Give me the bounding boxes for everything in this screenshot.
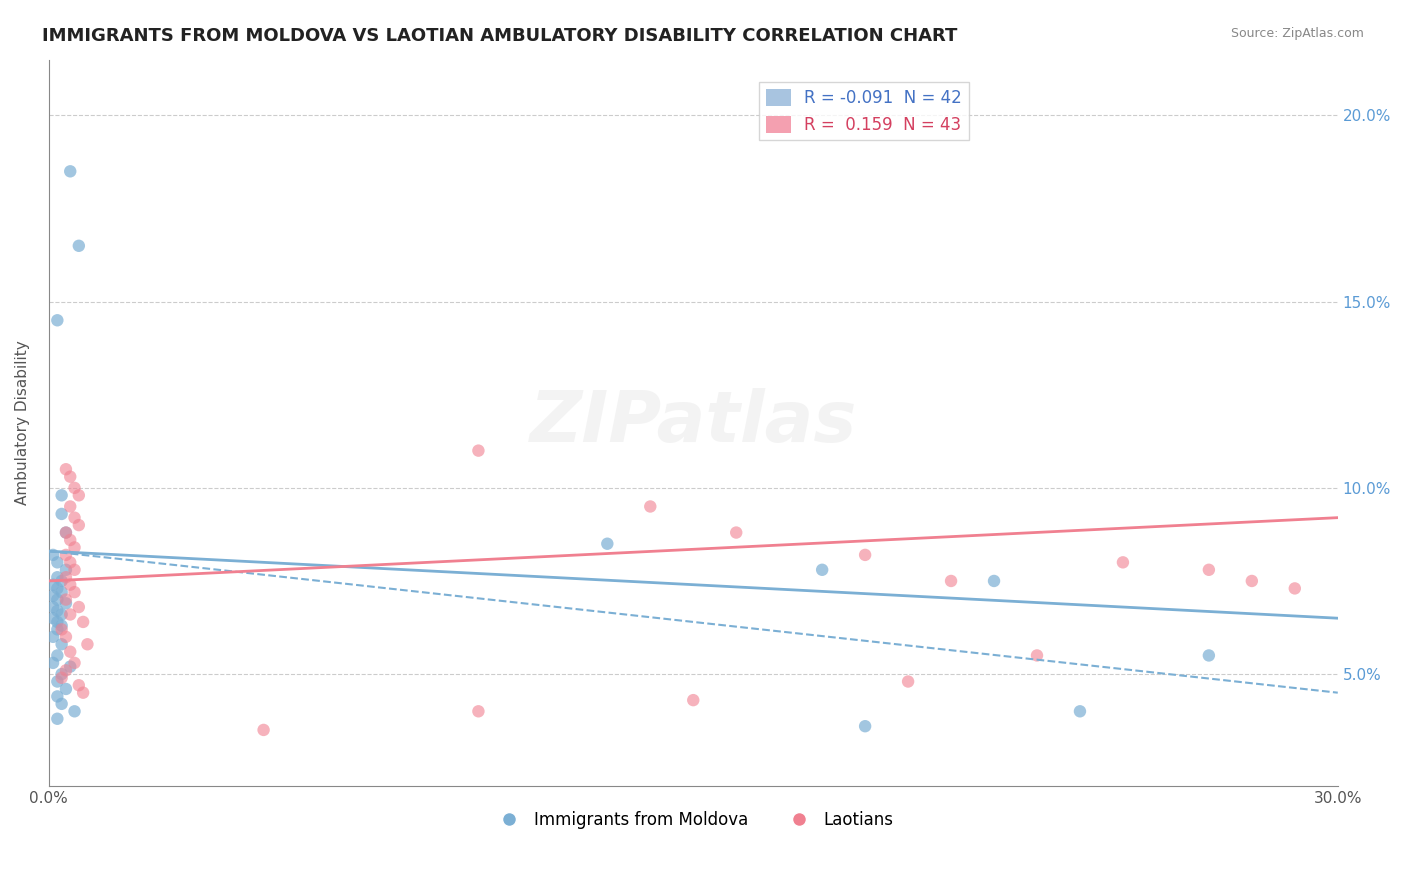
Point bbox=[59, 533, 82, 547]
Text: IMMIGRANTS FROM MOLDOVA VS LAOTIAN AMBULATORY DISABILITY CORRELATION CHART: IMMIGRANTS FROM MOLDOVA VS LAOTIAN AMBUL… bbox=[42, 27, 957, 45]
Point bbox=[46, 592, 69, 607]
Point bbox=[59, 607, 82, 622]
Point bbox=[51, 671, 73, 685]
Point bbox=[55, 570, 77, 584]
Point bbox=[51, 574, 73, 588]
Text: Source: ZipAtlas.com: Source: ZipAtlas.com bbox=[1230, 27, 1364, 40]
Point bbox=[939, 574, 962, 588]
Point bbox=[59, 577, 82, 591]
Point bbox=[467, 704, 489, 718]
Point bbox=[42, 656, 65, 670]
Point bbox=[1284, 582, 1306, 596]
Point bbox=[46, 615, 69, 629]
Point bbox=[51, 623, 73, 637]
Point bbox=[51, 618, 73, 632]
Point bbox=[42, 630, 65, 644]
Point bbox=[1240, 574, 1263, 588]
Point bbox=[811, 563, 834, 577]
Point bbox=[51, 637, 73, 651]
Point bbox=[725, 525, 748, 540]
Point bbox=[76, 637, 98, 651]
Point bbox=[59, 555, 82, 569]
Point bbox=[42, 577, 65, 591]
Point bbox=[897, 674, 920, 689]
Point bbox=[42, 611, 65, 625]
Point bbox=[59, 500, 82, 514]
Point bbox=[1026, 648, 1049, 663]
Point bbox=[59, 164, 82, 178]
Point bbox=[63, 510, 86, 524]
Point bbox=[67, 518, 90, 533]
Point bbox=[63, 563, 86, 577]
Point bbox=[46, 570, 69, 584]
Point bbox=[67, 488, 90, 502]
Point bbox=[1069, 704, 1091, 718]
Point bbox=[67, 600, 90, 615]
Point bbox=[46, 582, 69, 596]
Point bbox=[51, 667, 73, 681]
Point bbox=[682, 693, 704, 707]
Point bbox=[67, 678, 90, 692]
Point bbox=[55, 681, 77, 696]
Point bbox=[51, 507, 73, 521]
Point bbox=[46, 712, 69, 726]
Point bbox=[51, 697, 73, 711]
Point bbox=[55, 548, 77, 562]
Point bbox=[63, 704, 86, 718]
Y-axis label: Ambulatory Disability: Ambulatory Disability bbox=[15, 341, 30, 505]
Point bbox=[59, 469, 82, 483]
Point bbox=[46, 648, 69, 663]
Point bbox=[1112, 555, 1135, 569]
Point bbox=[42, 600, 65, 615]
Point bbox=[1198, 563, 1220, 577]
Point bbox=[51, 607, 73, 622]
Point bbox=[55, 664, 77, 678]
Point bbox=[983, 574, 1005, 588]
Point bbox=[46, 604, 69, 618]
Point bbox=[467, 443, 489, 458]
Point bbox=[55, 563, 77, 577]
Point bbox=[1198, 648, 1220, 663]
Point bbox=[63, 656, 86, 670]
Point bbox=[55, 592, 77, 607]
Point bbox=[42, 589, 65, 603]
Point bbox=[63, 585, 86, 599]
Point bbox=[640, 500, 662, 514]
Point bbox=[59, 659, 82, 673]
Point bbox=[55, 596, 77, 610]
Point bbox=[46, 690, 69, 704]
Point bbox=[55, 462, 77, 476]
Point bbox=[63, 541, 86, 555]
Point bbox=[46, 313, 69, 327]
Legend: Immigrants from Moldova, Laotians: Immigrants from Moldova, Laotians bbox=[486, 805, 900, 836]
Point bbox=[42, 548, 65, 562]
Point bbox=[46, 555, 69, 569]
Point bbox=[59, 645, 82, 659]
Point bbox=[252, 723, 274, 737]
Text: ZIPatlas: ZIPatlas bbox=[530, 388, 856, 458]
Point bbox=[51, 585, 73, 599]
Point bbox=[46, 674, 69, 689]
Point bbox=[853, 719, 876, 733]
Point bbox=[67, 239, 90, 253]
Point bbox=[72, 615, 94, 629]
Point bbox=[55, 525, 77, 540]
Point bbox=[46, 623, 69, 637]
Point bbox=[55, 630, 77, 644]
Point bbox=[55, 525, 77, 540]
Point bbox=[63, 481, 86, 495]
Point bbox=[853, 548, 876, 562]
Point bbox=[596, 537, 619, 551]
Point bbox=[72, 686, 94, 700]
Point bbox=[51, 488, 73, 502]
